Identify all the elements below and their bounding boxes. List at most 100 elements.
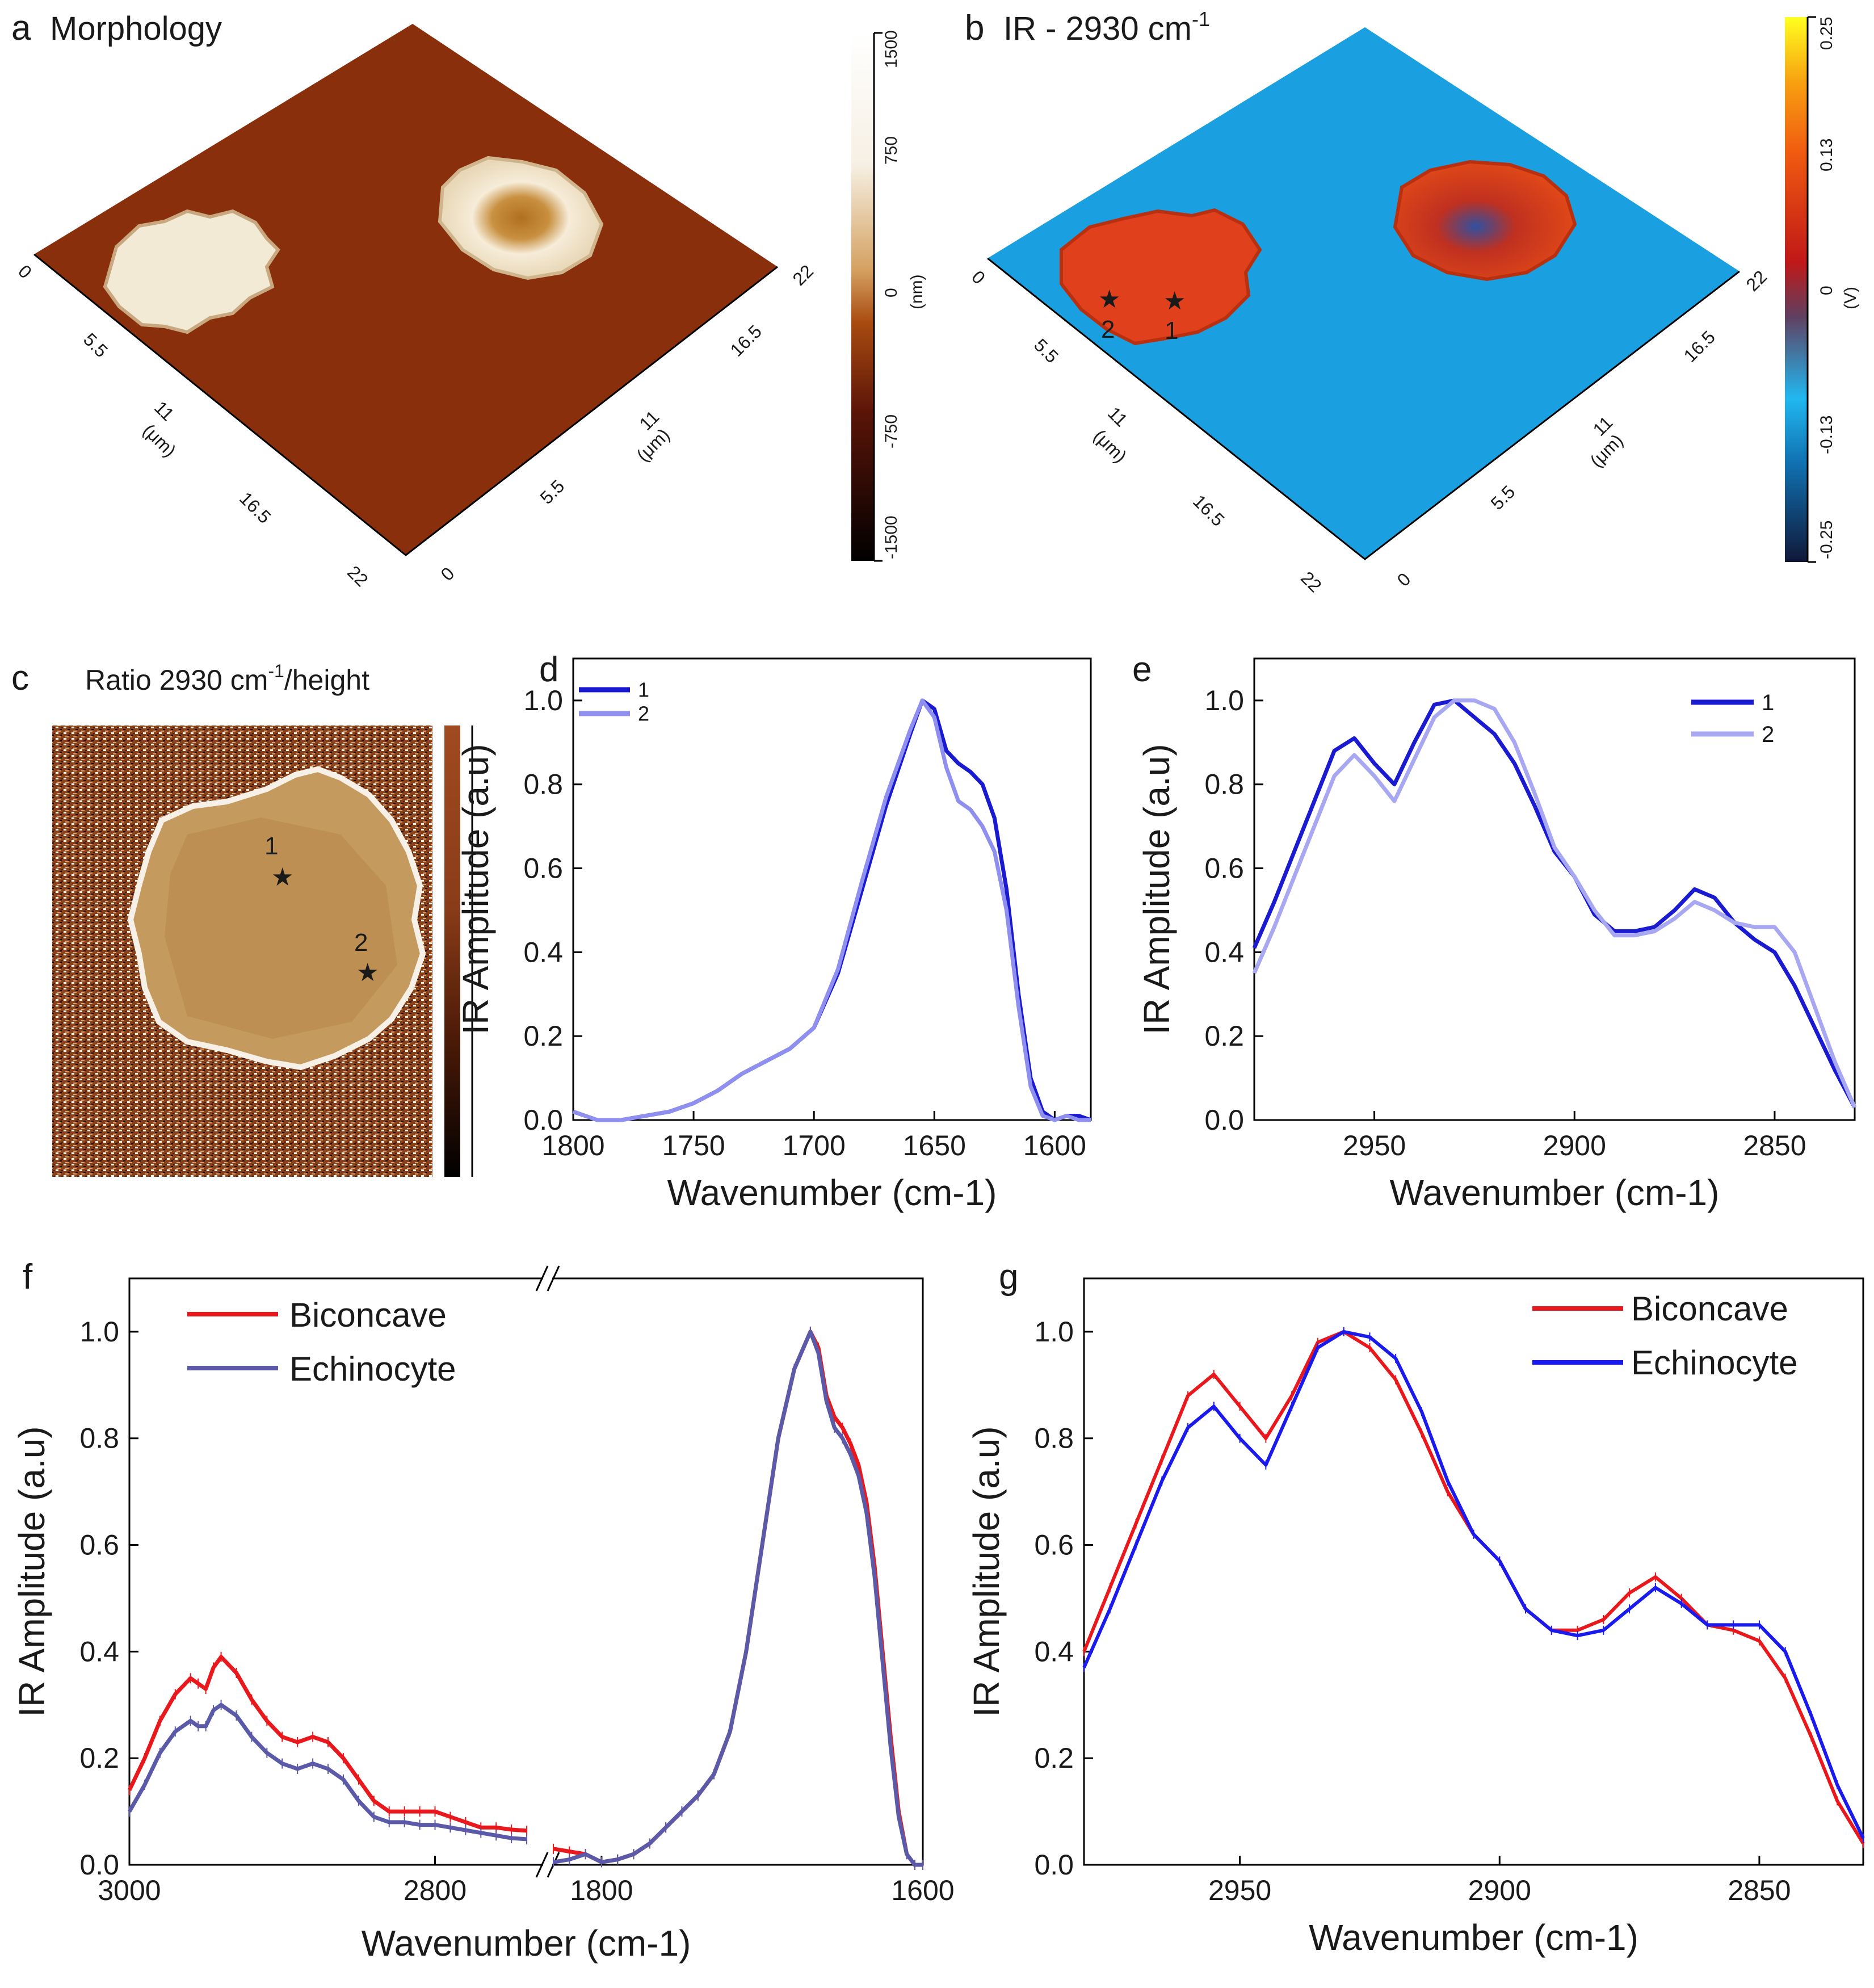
b-left-unit: (μm) [1090,425,1131,466]
a-cb-tick-1: 750 [882,136,901,165]
x-axis-label: Wavenumber (cm-1) [1309,1917,1638,1958]
c-point-1-label: 1 [264,832,278,860]
x-axis-label: Wavenumber (cm-1) [667,1172,997,1213]
y-tick-label: 0.8 [79,1423,119,1454]
a-left-tick-1: 5.5 [79,329,112,361]
panel-c-colorbar [444,725,460,1177]
panel-a-letter: a [11,9,31,48]
x-tick-label: 2950 [1208,1874,1271,1906]
b-left-tick-2: 11 [1104,402,1132,430]
chart-d-letter: d [539,650,558,689]
a-left-unit: (μm) [139,420,180,460]
b-right-tick-3: 16.5 [1679,326,1718,366]
a-cb-unit: (nm) [907,274,926,309]
x-tick-label: 2800 [404,1874,467,1906]
b-cb-tick-3: -0.13 [1817,416,1836,454]
y-tick-label: 0.4 [523,936,563,968]
ir-biconcave-cell [1393,160,1577,282]
chart-d: d 0.0 0.2 0.4 0.6 0.8 1.0 1800 1750 1700 1650 1600 W… [455,650,1092,1213]
y-axis-label: IR Amplitude (a.u) [455,744,496,1034]
y-tick-label: 1.0 [79,1316,119,1348]
y-tick-label: 1.0 [1204,685,1244,716]
x-tick-label: 1750 [662,1130,725,1161]
a-right-unit: (μm) [632,425,673,465]
chart-e: e 0.0 0.2 0.4 0.6 0.8 1.0 2950 2900 2850 Wavenumbe… [1132,650,1857,1213]
x-tick-label: 1700 [783,1130,846,1161]
x-tick-label: 3000 [98,1874,161,1906]
x-tick-label: 1600 [1023,1130,1086,1161]
chart-g-letter: g [999,1257,1018,1297]
a-left-tick-0: 0 [14,261,36,282]
a-right-tick-1: 5.5 [536,476,568,508]
b-right-unit: (μm) [1586,430,1627,471]
echinocyte-cell [103,209,280,334]
x-tick-label: 1800 [570,1874,633,1906]
biconcave-cell [438,156,604,280]
legend-label: Echinocyte [1631,1344,1798,1382]
chart-f-frame [128,1277,924,1866]
panel-b-title: IR - 2930 cm-1 [1003,7,1210,47]
b-cb-tick-1: 0.13 [1817,139,1836,171]
chart-e-letter: e [1132,650,1152,689]
y-tick-label: 0.6 [79,1529,119,1561]
c-point-1-marker: ★ [271,863,293,891]
y-tick-label: 0.0 [79,1849,119,1881]
panel-b: b IR - 2930 cm-1 ★ ★ 2 1 0 5.5 11 (μm) 1… [965,7,1860,596]
b-right-tick-0: 0 [1393,569,1414,590]
y-tick-label: 0.8 [1204,769,1244,800]
y-tick-label: 0.4 [1204,936,1244,968]
c-point-2-marker: ★ [356,959,379,987]
legend-label: 1 [1762,690,1774,715]
y-tick-label: 0.4 [79,1635,119,1667]
b-left-tick-3: 16.5 [1189,490,1228,530]
y-tick-label: 1.0 [523,685,563,716]
a-left-tick-3: 16.5 [236,488,275,527]
y-tick-label: 0.4 [1034,1635,1074,1667]
ir-base-edges [987,257,1740,560]
axis-break-gap-top [543,1275,552,1282]
x-tick-label: 1600 [891,1874,954,1906]
y-tick-label: 0.0 [1204,1104,1244,1136]
x-axis-label: Wavenumber (cm-1) [1390,1172,1720,1213]
panel-a-title: Morphology [50,10,222,47]
a-cb-tick-3: -750 [882,414,901,448]
series-line-echinocyte-low [553,1329,923,1867]
y-tick-label: 0.2 [1034,1742,1074,1774]
b-point-2-label: 2 [1101,316,1115,343]
a-cb-tick-4: -1500 [882,515,901,559]
b-right-tick-4: 22 [1742,266,1771,295]
b-cb-unit: (V) [1841,287,1860,309]
b-right-tick-1: 5.5 [1486,481,1519,514]
b-cb-tick-2: 0 [1817,286,1836,295]
x-tick-label: 2900 [1543,1130,1606,1161]
y-axis-label: IR Amplitude (a.u) [11,1426,52,1717]
y-tick-label: 0.0 [523,1104,563,1136]
series-line-biconcave-low [553,1329,923,1867]
x-tick-label: 1650 [903,1130,966,1161]
series-line-1 [572,698,1092,1122]
ratio-cell-interior [165,817,397,1039]
a-right-tick-0: 0 [436,563,458,585]
chart-g-frame [1083,1277,1864,1866]
b-left-tick-0: 0 [968,266,989,288]
ir-substrate [988,27,1739,559]
panel-b-letter: b [965,9,984,48]
y-tick-label: 0.6 [1204,853,1244,884]
y-tick-label: 0.8 [523,769,563,800]
x-tick-label: 1800 [541,1130,604,1161]
panel-c: c Ratio 2930 cm-1/height ★ 1 ★ 2 [11,659,473,1177]
y-tick-label: 0.6 [1034,1529,1074,1561]
y-tick-label: 1.0 [1034,1316,1074,1348]
legend-label: 2 [1762,722,1774,747]
b-left-tick-1: 5.5 [1030,334,1062,367]
panel-c-title: Ratio 2930 cm-1/height [85,661,369,696]
morphology-base-edges [33,253,778,556]
a-right-tick-3: 16.5 [726,321,765,360]
y-axis-label: IR Amplitude (a.u) [1136,744,1177,1034]
y-axis-label: IR Amplitude (a.u) [966,1426,1007,1717]
b-cb-tick-0: 0.25 [1817,17,1836,50]
y-tick-label: 0.8 [1034,1423,1074,1454]
y-tick-label: 0.6 [523,853,563,884]
panel-a: a Morphology 0 5.5 11 (μm) 16.5 22 0 5.5… [11,9,926,590]
b-point-1-marker: ★ [1163,287,1186,315]
